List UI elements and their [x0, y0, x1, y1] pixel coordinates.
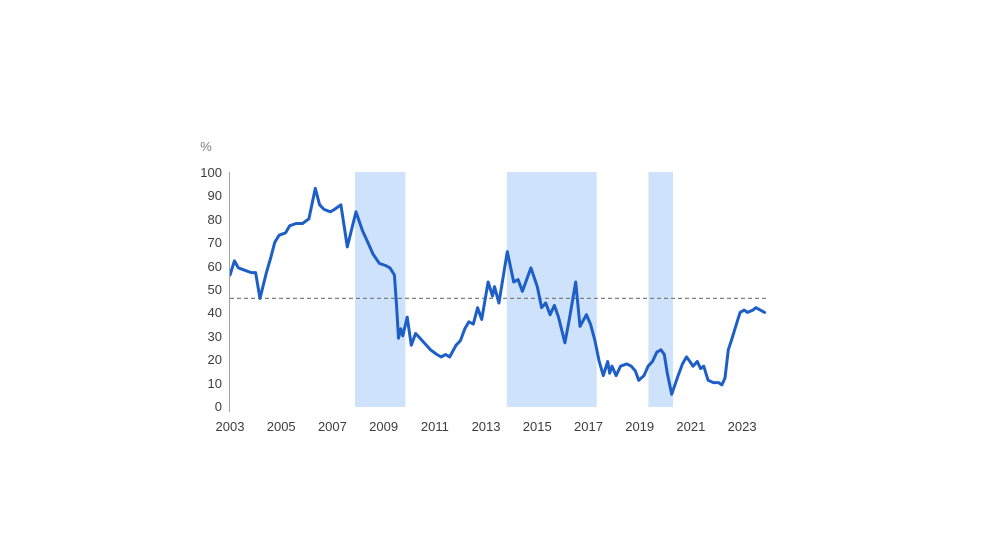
plot-area [230, 172, 769, 407]
y-axis-unit-label: % [200, 139, 212, 154]
y-axis-tick-label: 30 [207, 328, 222, 344]
x-axis-tick-label: 2007 [317, 419, 347, 434]
y-axis-tick-label: 40 [207, 305, 222, 321]
shaded-band [648, 172, 673, 407]
x-axis-tick-label: 2021 [676, 419, 706, 434]
y-axis-tick-label: 0 [214, 399, 222, 414]
x-axis-tick-label: 2009 [369, 419, 399, 434]
recession-bands [355, 172, 673, 407]
y-axis-tick-label: 60 [207, 258, 222, 274]
y-axis-tick-label: 90 [207, 188, 222, 204]
x-axis-tick-label: 2011 [420, 419, 449, 434]
data-line [230, 186, 767, 396]
y-axis-tick-label: 50 [207, 282, 222, 297]
y-axis-tick-label: 100 [200, 165, 222, 180]
x-axis-tick-label: 2019 [625, 419, 655, 434]
shaded-band [355, 172, 406, 407]
y-axis-tick-label: 10 [207, 375, 222, 391]
x-axis-tick-label: 2003 [215, 419, 245, 434]
y-axis-line [229, 172, 230, 412]
y-axis-tick-label: 20 [207, 352, 222, 368]
x-axis-tick-label: 2005 [266, 419, 296, 434]
x-axis-tick-label: 2013 [471, 419, 501, 434]
y-axis-tick-label: 80 [207, 211, 222, 227]
y-axis-tick-label: 70 [207, 235, 222, 251]
x-axis-tick-label: 2015 [522, 419, 552, 434]
x-axis-tick-label: 2023 [727, 419, 757, 434]
x-axis-tick-label: 2017 [574, 419, 603, 434]
